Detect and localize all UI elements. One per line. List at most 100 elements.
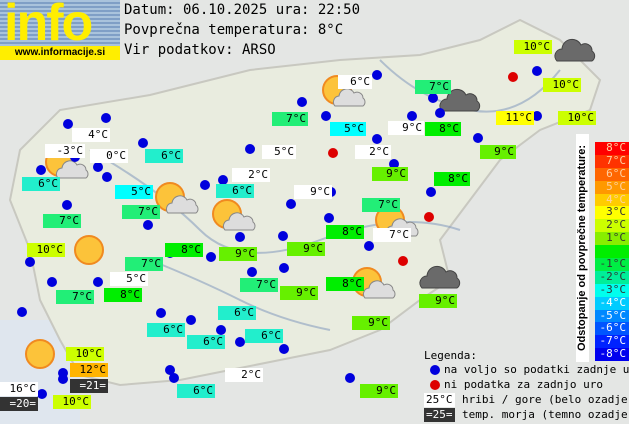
station-temperature-label: 8°C [326,277,364,291]
station-temperature-label: =21= [70,379,108,393]
station-ok-dot-icon[interactable] [235,337,245,347]
station-ok-dot-icon[interactable] [200,180,210,190]
station-ok-dot-icon[interactable] [435,108,445,118]
station-temperature-label: 6°C [338,75,372,89]
station-ok-dot-icon[interactable] [345,373,355,383]
station-ok-dot-icon[interactable] [247,267,257,277]
station-ok-dot-icon[interactable] [389,159,399,169]
legend-title: Legenda: [424,349,477,362]
logo[interactable]: info www.informacije.si [0,0,120,60]
station-ok-dot-icon[interactable] [25,257,35,267]
station-temperature-label: 7°C [373,228,411,242]
station-ok-dot-icon[interactable] [165,365,175,375]
station-ok-dot-icon[interactable] [407,111,417,121]
station-ok-dot-icon[interactable] [245,144,255,154]
scale-row: -6°C [595,322,629,336]
station-temperature-label: 10°C [66,347,104,361]
station-ok-dot-icon[interactable] [532,66,542,76]
station-temperature-label: 6°C [145,149,183,163]
station-ok-dot-icon[interactable] [93,277,103,287]
station-temperature-label: 7°C [125,257,163,271]
station-temperature-label: 5°C [110,272,148,286]
logo-url[interactable]: www.informacije.si [0,46,120,60]
station-ok-dot-icon[interactable] [93,162,103,172]
scale-row: 2°C [595,218,629,233]
scale-row: 7°C [595,154,629,168]
scale-row: 8°C [595,141,629,155]
station-ok-dot-icon[interactable] [364,241,374,251]
station-ok-dot-icon[interactable] [428,93,438,103]
station-temperature-label: 8°C [104,288,142,302]
station-ok-dot-icon[interactable] [324,213,334,223]
station-temperature-label: 5°C [115,185,153,199]
sun-icon [74,235,104,265]
station-temperature-label: =20= [0,397,38,411]
station-temperature-label: 9°C [219,247,257,261]
station-ok-dot-icon[interactable] [17,307,27,317]
station-ok-dot-icon[interactable] [47,277,57,287]
station-ok-dot-icon[interactable] [372,134,382,144]
station-temperature-label: 7°C [43,214,81,228]
station-ok-dot-icon[interactable] [426,187,436,197]
station-temperature-label: 8°C [434,172,470,186]
station-ok-dot-icon[interactable] [156,308,166,318]
station-ok-dot-icon[interactable] [62,200,72,210]
legend-red-dot-icon [430,380,440,390]
station-ok-dot-icon[interactable] [279,344,289,354]
station-ok-dot-icon[interactable] [235,232,245,242]
legend-ok: na voljo so podatki zadnje ure [444,363,629,376]
station-ok-dot-icon[interactable] [372,70,382,80]
station-missing-dot-icon[interactable] [424,212,434,222]
station-temperature-label: 7°C [56,290,94,304]
station-temperature-label: 10°C [558,111,596,125]
station-ok-dot-icon[interactable] [473,133,483,143]
scale-row: -8°C [595,347,629,362]
station-ok-dot-icon[interactable] [63,119,73,129]
station-ok-dot-icon[interactable] [278,231,288,241]
station-ok-dot-icon[interactable] [169,373,179,383]
station-temperature-label: 9°C [480,145,516,159]
station-missing-dot-icon[interactable] [328,148,338,158]
station-ok-dot-icon[interactable] [321,111,331,121]
station-temperature-label: 6°C [147,323,185,337]
station-temperature-label: 6°C [187,335,225,349]
sun-icon [25,339,55,369]
station-temperature-label: 9°C [372,167,408,181]
station-temperature-label: 9°C [360,384,398,398]
station-ok-dot-icon[interactable] [186,315,196,325]
station-missing-dot-icon[interactable] [508,72,518,82]
station-temperature-label: 6°C [245,329,283,343]
station-ok-dot-icon[interactable] [143,220,153,230]
data-source: Vir podatkov: ARSO [124,42,276,58]
station-ok-dot-icon[interactable] [216,325,226,335]
station-ok-dot-icon[interactable] [37,389,47,399]
legend-missing: ni podatka za zadnjo uro [444,378,603,391]
station-ok-dot-icon[interactable] [138,138,148,148]
scale-row: -1°C [595,257,629,271]
station-temperature-label: 8°C [326,225,364,239]
station-ok-dot-icon[interactable] [279,263,289,273]
station-temperature-label: 10°C [27,243,65,257]
station-ok-dot-icon[interactable] [218,175,228,185]
station-temperature-label: 0°C [90,149,128,163]
station-missing-dot-icon[interactable] [398,256,408,266]
deviation-scale: 8°C 7°C 6°C 5°C 4°C 3°C 2°C 1°C -1°C -2°C -3°C -4°C… [595,141,629,362]
station-ok-dot-icon[interactable] [102,172,112,182]
station-ok-dot-icon[interactable] [532,111,542,121]
station-ok-dot-icon[interactable] [206,252,216,262]
scale-row: -7°C [595,334,629,349]
station-ok-dot-icon[interactable] [58,374,68,384]
station-ok-dot-icon[interactable] [101,113,111,123]
station-ok-dot-icon[interactable] [297,97,307,107]
station-ok-dot-icon[interactable] [36,165,46,175]
station-ok-dot-icon[interactable] [286,199,296,209]
station-ok-dot-icon[interactable] [58,368,68,378]
date-line: Datum: 06.10.2025 ura: 22:50 [124,2,361,18]
station-temperature-label: 7°C [362,198,400,212]
scale-row: 6°C [595,167,629,181]
station-temperature-label: 12°C [70,363,108,377]
scale-row: -5°C [595,309,629,323]
dark-cloud-icon [419,265,461,289]
legend-blue-dot-icon [430,365,440,375]
